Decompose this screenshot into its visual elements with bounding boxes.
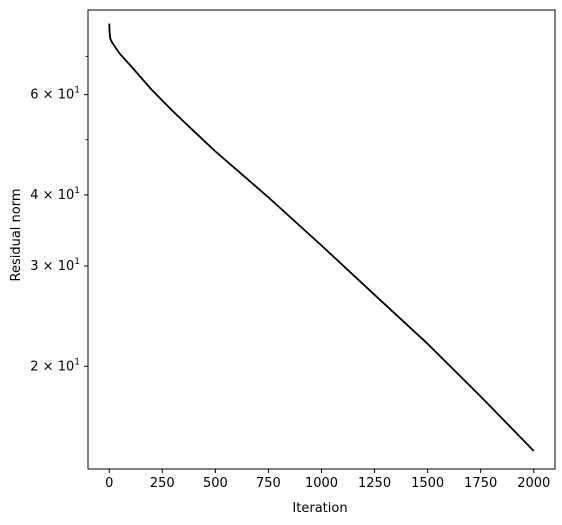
y-axis-label: Residual norm: [9, 188, 24, 281]
x-axis-label: Iteration: [292, 501, 347, 516]
x-tick-label: 0: [105, 476, 113, 491]
x-tick-label: 500: [203, 476, 228, 491]
x-tick-label: 1500: [411, 476, 444, 491]
series-line: [108, 23, 535, 452]
y-tick-label: 4 × 101: [30, 186, 80, 203]
y-tick-label: 2 × 101: [30, 357, 80, 374]
x-tick-label: 250: [150, 476, 175, 491]
y-tick-label: 6 × 101: [30, 86, 80, 103]
y-tick-label: 3 × 101: [30, 257, 80, 274]
x-tick-label: 2000: [517, 476, 550, 491]
x-tick-label: 1750: [464, 476, 497, 491]
x-tick-label: 1000: [305, 476, 338, 491]
x-tick-label: 1250: [358, 476, 391, 491]
x-tick-label: 750: [256, 476, 281, 491]
